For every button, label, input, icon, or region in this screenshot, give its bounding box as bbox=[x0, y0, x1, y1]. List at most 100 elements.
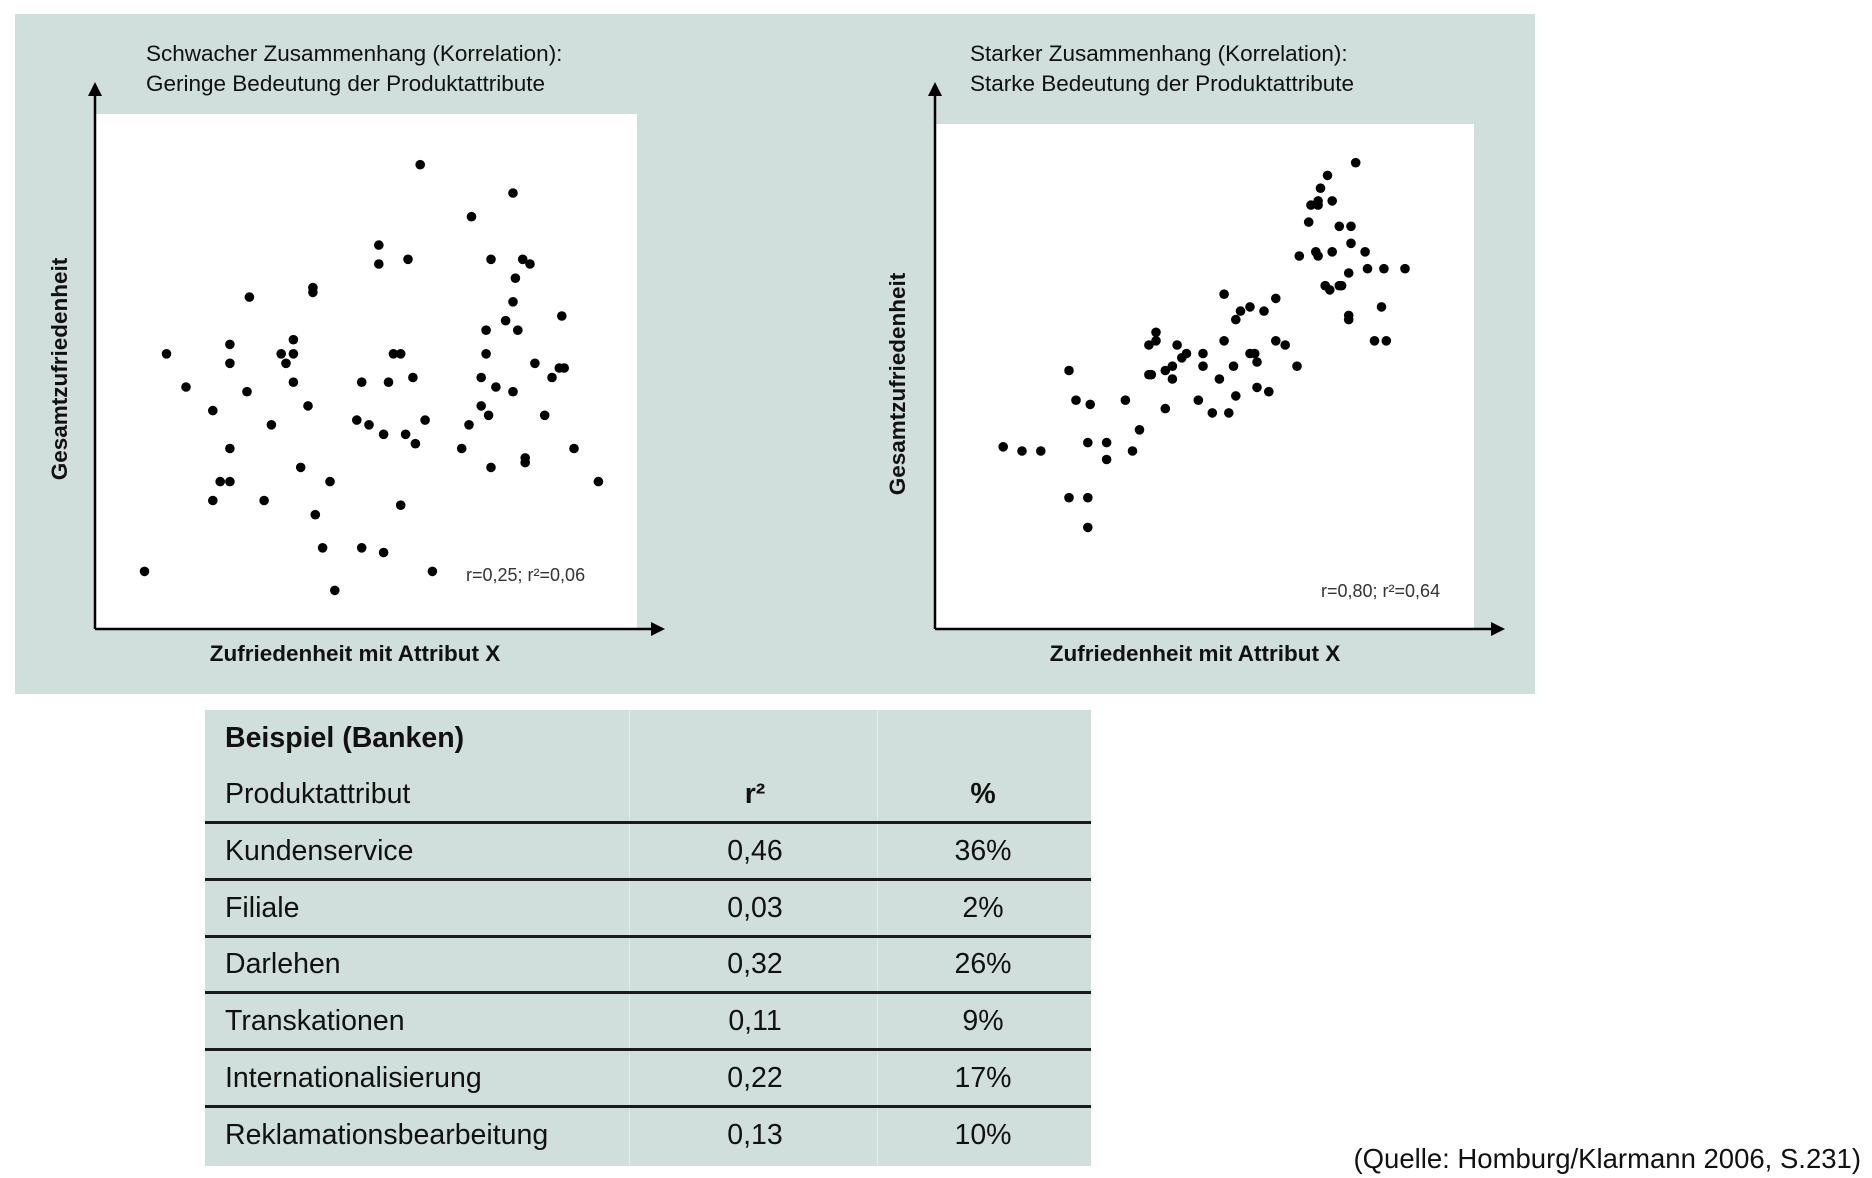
column-divider bbox=[629, 710, 630, 1166]
data-point bbox=[476, 401, 487, 411]
row-r2: 0,22 bbox=[727, 1062, 783, 1094]
chart2-correlation: r=0,80; r²=0,64 bbox=[1321, 581, 1441, 601]
data-point bbox=[1101, 437, 1112, 448]
data-point bbox=[1322, 170, 1333, 181]
column-divider bbox=[877, 710, 878, 1166]
data-point bbox=[1198, 361, 1208, 372]
data-point bbox=[998, 442, 1008, 452]
data-point bbox=[1346, 238, 1356, 249]
data-point bbox=[1071, 395, 1081, 406]
data-point bbox=[1252, 382, 1262, 393]
data-point bbox=[508, 386, 518, 397]
chart2-xlabel: Zufriedenheit mit Attribut X bbox=[1049, 641, 1341, 666]
data-point bbox=[266, 420, 277, 430]
row-r2: 0,11 bbox=[728, 1005, 782, 1037]
data-point bbox=[378, 547, 389, 558]
source-citation: (Quelle: Homburg/Klarmann 2006, S.231) bbox=[1353, 1143, 1862, 1174]
header-percent: % bbox=[970, 778, 996, 810]
data-point bbox=[539, 410, 550, 421]
data-point bbox=[1181, 348, 1192, 359]
row-percent: 2% bbox=[962, 892, 1004, 924]
data-point bbox=[1146, 369, 1157, 380]
data-point bbox=[569, 443, 579, 454]
data-point bbox=[1303, 217, 1314, 227]
row-label: Internationalisierung bbox=[225, 1062, 482, 1094]
chart2-plot bbox=[928, 82, 1505, 636]
data-point bbox=[1167, 374, 1178, 384]
chart1-xlabel: Zufriedenheit mit Attribut X bbox=[209, 641, 501, 666]
data-point bbox=[1235, 306, 1246, 316]
data-point bbox=[483, 410, 494, 421]
header-rule bbox=[205, 821, 1091, 824]
row-percent: 36% bbox=[954, 835, 1012, 867]
data-point bbox=[1120, 395, 1131, 406]
data-point bbox=[317, 543, 328, 553]
data-point bbox=[486, 254, 496, 265]
data-point bbox=[1350, 157, 1361, 168]
data-point bbox=[1343, 268, 1354, 278]
data-point bbox=[225, 476, 235, 487]
row-rule bbox=[205, 1048, 1091, 1051]
row-rule bbox=[205, 878, 1091, 881]
data-point bbox=[593, 476, 604, 487]
header-r2: r² bbox=[744, 778, 766, 810]
data-point bbox=[288, 349, 299, 359]
x-axis-arrow bbox=[1491, 622, 1505, 636]
data-point bbox=[517, 254, 528, 265]
chart1-plot bbox=[88, 82, 665, 636]
data-point bbox=[208, 405, 218, 416]
data-point bbox=[1280, 340, 1290, 350]
data-point bbox=[400, 429, 411, 440]
data-point bbox=[1327, 247, 1337, 257]
data-point bbox=[1160, 403, 1171, 414]
data-point bbox=[415, 159, 426, 170]
y-axis-arrow bbox=[928, 82, 942, 96]
data-point bbox=[330, 585, 340, 596]
data-point bbox=[242, 386, 252, 397]
data-point bbox=[1313, 196, 1323, 206]
data-point bbox=[1127, 446, 1138, 456]
row-r2: 0,03 bbox=[727, 892, 783, 924]
data-point bbox=[215, 476, 225, 487]
data-point bbox=[1036, 446, 1046, 456]
data-point bbox=[420, 415, 430, 425]
row-rule bbox=[205, 1105, 1091, 1108]
data-point bbox=[1264, 386, 1274, 397]
data-point bbox=[1214, 374, 1225, 384]
row-label: Darlehen bbox=[225, 948, 341, 980]
data-point bbox=[181, 382, 191, 392]
header-produktattribut: Produktattribut bbox=[225, 778, 411, 810]
data-point bbox=[364, 420, 374, 430]
data-point bbox=[1160, 365, 1171, 376]
data-point bbox=[1294, 251, 1305, 261]
data-point bbox=[1151, 327, 1161, 338]
row-label: Transkationen bbox=[225, 1005, 405, 1037]
data-point bbox=[1313, 251, 1323, 261]
data-point bbox=[508, 297, 518, 307]
data-point bbox=[557, 311, 567, 321]
data-point bbox=[295, 462, 306, 473]
chart1-title-line1: Schwacher Zusammenhang (Korrelation): bbox=[146, 41, 563, 66]
data-point bbox=[1381, 336, 1392, 346]
data-point bbox=[378, 429, 389, 440]
data-point bbox=[1207, 408, 1218, 418]
data-point bbox=[1271, 336, 1281, 346]
data-point bbox=[1224, 408, 1234, 418]
chart1-title-line2: Geringe Bedeutung der Produktattribute bbox=[146, 71, 546, 96]
data-point bbox=[303, 401, 313, 411]
data-point bbox=[1360, 247, 1370, 257]
data-point bbox=[1400, 263, 1410, 274]
data-point bbox=[225, 358, 235, 369]
chart2-ylabel: Gesamtzufriedenheit bbox=[885, 272, 910, 496]
data-point bbox=[491, 382, 501, 392]
data-point bbox=[1315, 183, 1326, 193]
data-point bbox=[1172, 340, 1182, 350]
table-title: Beispiel (Banken) bbox=[225, 722, 465, 754]
data-point bbox=[1343, 310, 1354, 321]
data-point bbox=[352, 415, 362, 425]
data-point bbox=[1325, 285, 1335, 295]
data-point bbox=[466, 211, 477, 222]
data-point bbox=[139, 566, 150, 577]
data-point bbox=[225, 443, 235, 454]
data-point bbox=[1292, 361, 1302, 372]
